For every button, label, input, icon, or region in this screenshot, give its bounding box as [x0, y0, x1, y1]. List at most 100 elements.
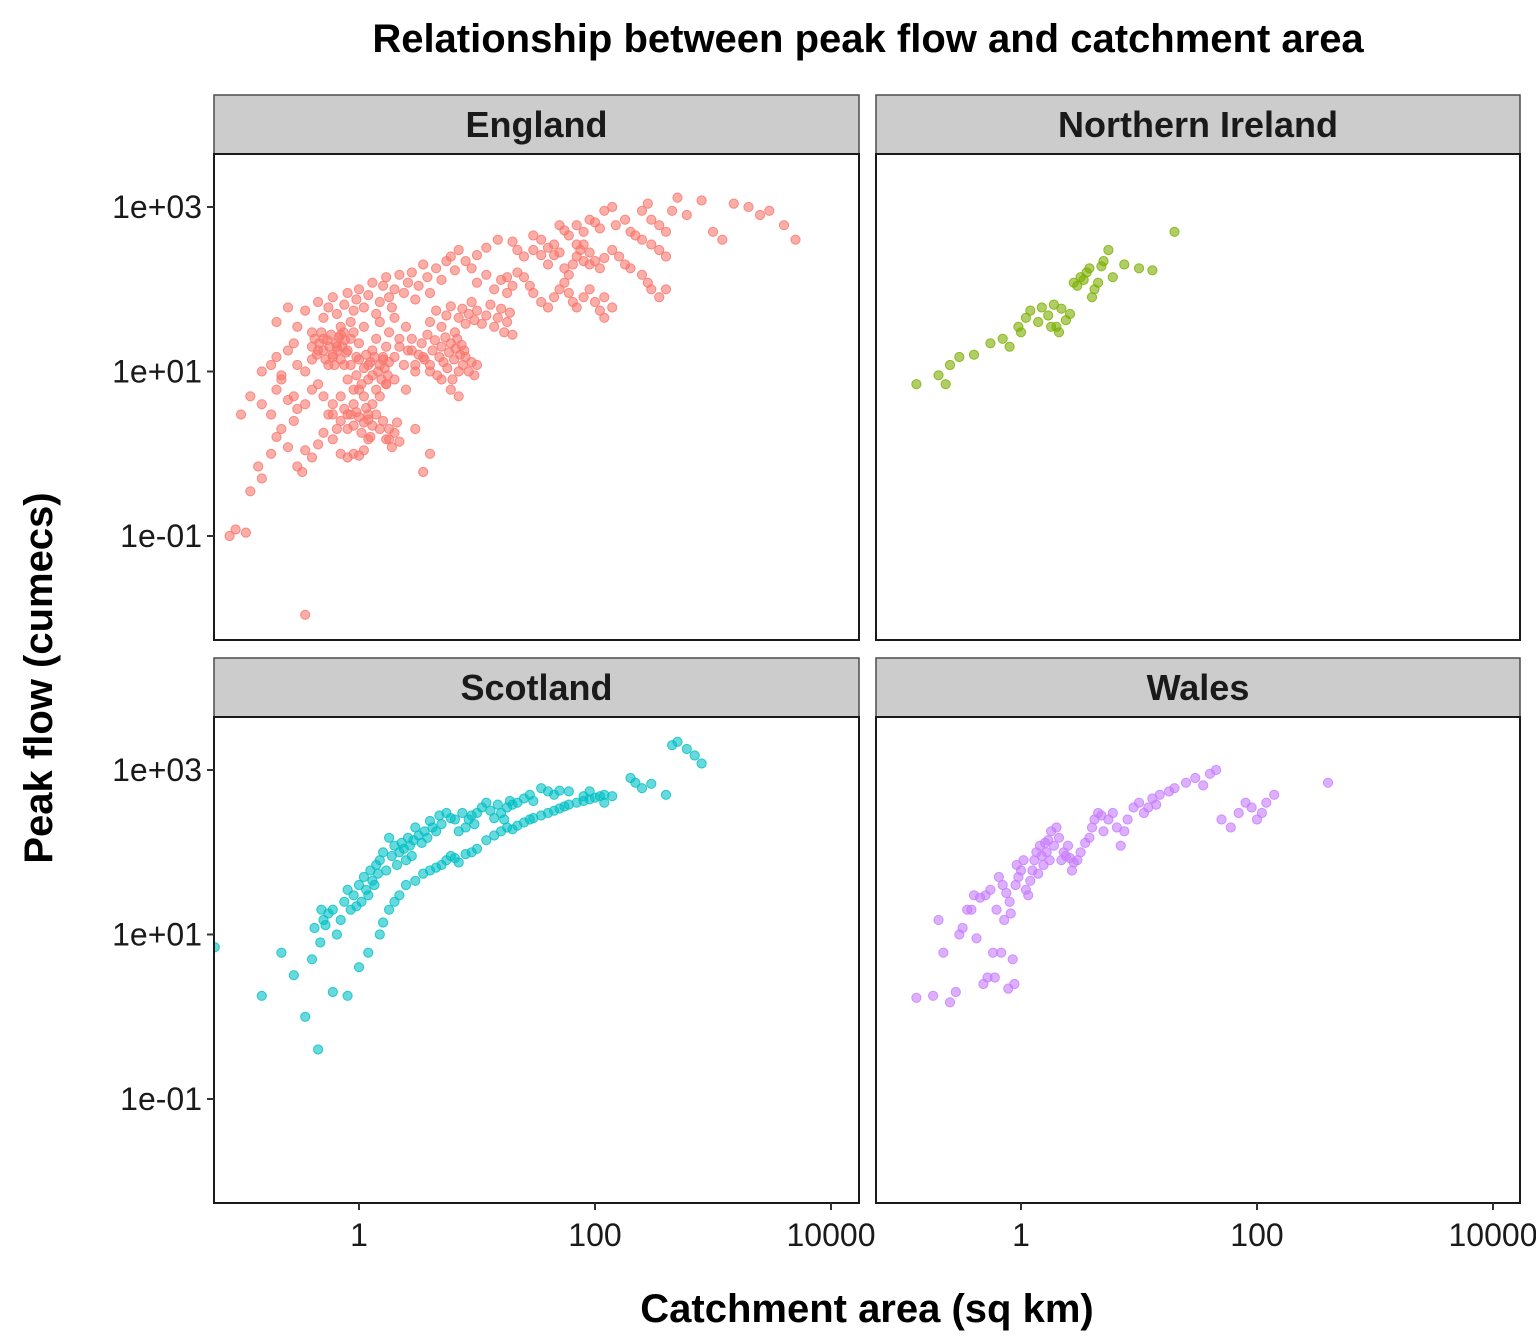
data-point [327, 399, 338, 410]
data-point [1225, 822, 1236, 833]
data-point [542, 302, 554, 313]
data-point [646, 239, 657, 250]
data-point [1005, 908, 1016, 919]
data-point [578, 239, 589, 250]
data-point [363, 890, 374, 901]
data-point [449, 814, 460, 825]
data-point [288, 970, 299, 981]
data-point [342, 287, 353, 299]
data-point [578, 292, 589, 303]
data-point [1004, 341, 1015, 352]
y-tick-label: 1e-01 [120, 1081, 202, 1117]
strip-label-england: England [466, 104, 608, 145]
data-point [410, 366, 421, 377]
data-point [389, 427, 400, 438]
data-point [654, 244, 665, 256]
data-point [1033, 868, 1044, 879]
data-point [681, 209, 692, 221]
data-point [398, 359, 409, 371]
data-point [335, 354, 346, 365]
data-point [431, 305, 442, 316]
data-point [358, 871, 369, 883]
data-point [607, 302, 618, 313]
points-wales [911, 764, 1334, 1008]
data-point [256, 990, 267, 1001]
x-tick-label: 100 [1230, 1217, 1283, 1253]
data-point [654, 292, 665, 303]
data-point [0, 510, 9, 519]
data-point [384, 292, 395, 303]
strip-label-scotland: Scotland [460, 667, 612, 708]
data-point [335, 391, 346, 402]
data-point [353, 354, 365, 365]
data-point [378, 415, 389, 427]
data-point [1256, 807, 1268, 819]
data-point [594, 223, 606, 234]
data-point [1133, 797, 1145, 808]
data-point [378, 917, 389, 928]
data-point [460, 318, 471, 329]
data-point [1043, 310, 1054, 321]
data-point [410, 875, 421, 886]
data-point [507, 329, 518, 340]
data-point [410, 423, 421, 435]
data-point [563, 287, 574, 299]
data-point [966, 904, 977, 915]
x-axis-title: Catchment area (sq km) [640, 1287, 1093, 1331]
data-point [1169, 226, 1180, 237]
data-point [512, 244, 523, 256]
data-point [358, 321, 369, 332]
data-point [256, 473, 267, 484]
data-point [492, 799, 503, 810]
data-point [933, 370, 944, 381]
data-point [1001, 887, 1012, 899]
data-point [636, 783, 648, 794]
strip-label-northern-ireland: Northern Ireland [1058, 104, 1338, 145]
data-point [424, 359, 436, 371]
data-point [341, 347, 352, 358]
data-point [367, 277, 378, 288]
data-point [384, 904, 395, 915]
data-point [1269, 789, 1280, 800]
data-point [944, 997, 956, 1008]
data-point [496, 303, 507, 314]
data-point [394, 341, 405, 352]
data-point [985, 338, 996, 349]
data-point [300, 399, 311, 410]
data-point [614, 251, 625, 262]
data-point [400, 384, 412, 395]
plot-area-england [214, 154, 859, 640]
data-point [342, 374, 353, 385]
data-point [371, 308, 382, 320]
data-point [235, 409, 247, 420]
data-point [610, 220, 621, 231]
data-point [389, 284, 400, 295]
data-point [559, 277, 570, 288]
data-point [371, 333, 382, 344]
points-scotland [214, 736, 707, 1055]
data-point [381, 379, 392, 390]
data-point [938, 947, 949, 958]
panel-border-scotland [213, 716, 860, 1204]
data-point [339, 299, 350, 310]
data-point [971, 933, 982, 944]
data-point [485, 299, 496, 310]
data-point [320, 920, 331, 931]
data-point [991, 904, 1002, 915]
data-point [276, 370, 287, 381]
data-point [1044, 855, 1055, 866]
data-point [985, 884, 996, 895]
data-point [528, 230, 539, 241]
data-point [1098, 826, 1109, 837]
data-point [365, 431, 376, 443]
data-point [422, 272, 433, 283]
data-point [348, 327, 359, 338]
data-point [306, 452, 318, 463]
data-point [672, 736, 683, 747]
data-point [335, 914, 346, 926]
data-point [327, 409, 338, 420]
data-point [536, 296, 547, 308]
data-point [313, 379, 324, 390]
data-point [358, 391, 369, 402]
data-point [391, 859, 403, 871]
